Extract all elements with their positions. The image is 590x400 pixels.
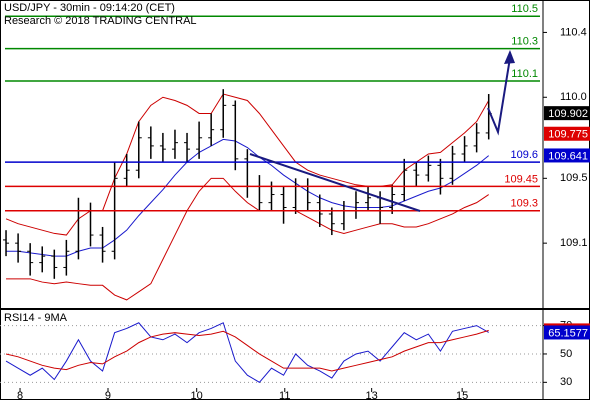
chart-subtitle: Research © 2018 TRADING CENTRAL bbox=[4, 15, 197, 27]
price-marker-label: 65.1577 bbox=[548, 327, 588, 339]
rsi-line bbox=[5, 329, 489, 372]
arrow-head bbox=[504, 50, 515, 64]
level-label: 109.6 bbox=[510, 149, 538, 161]
price-marker-label: 109.775 bbox=[548, 129, 588, 141]
x-tick-label: 9 bbox=[105, 390, 111, 400]
price-marker bbox=[544, 325, 590, 340]
rsi-line bbox=[5, 322, 489, 383]
y-tick-label: 110.0 bbox=[560, 91, 587, 103]
price-marker bbox=[544, 148, 590, 163]
bollinger-band bbox=[5, 93, 490, 236]
bollinger-band bbox=[6, 138, 490, 257]
forecast-arrow bbox=[487, 57, 511, 136]
y-tick-label: 109.1 bbox=[560, 237, 588, 249]
x-tick-label: 15 bbox=[456, 390, 468, 400]
chart-title: USD/JPY - 30min - 09:14:20 (CET) bbox=[4, 2, 175, 14]
level-label: 110.1 bbox=[511, 68, 538, 80]
y-tick-label: 109.5 bbox=[560, 172, 588, 184]
x-tick-label: 10 bbox=[191, 390, 203, 400]
y-tick-label: 50 bbox=[560, 348, 572, 360]
price-marker bbox=[544, 126, 590, 141]
trend-line bbox=[249, 153, 421, 212]
x-tick-label: 11 bbox=[279, 390, 290, 400]
rsi-title: RSI14 - 9MA bbox=[4, 312, 68, 324]
y-tick-label: 30 bbox=[560, 376, 572, 388]
level-label: 109.3 bbox=[510, 198, 538, 210]
level-label: 109.45 bbox=[504, 173, 538, 185]
y-tick-label: 110.4 bbox=[560, 26, 587, 38]
price-marker bbox=[544, 106, 590, 121]
price-marker-label: 109.641 bbox=[548, 150, 588, 162]
rsi-panel: 891011131570503066.608765.1577 bbox=[0, 320, 590, 400]
bollinger-band bbox=[6, 177, 489, 301]
level-label: 110.3 bbox=[511, 36, 538, 48]
price-marker-label: 109.902 bbox=[548, 108, 588, 120]
x-tick-label: 13 bbox=[366, 390, 378, 400]
x-tick-label: 8 bbox=[17, 390, 23, 400]
level-label: 110.5 bbox=[511, 3, 538, 15]
